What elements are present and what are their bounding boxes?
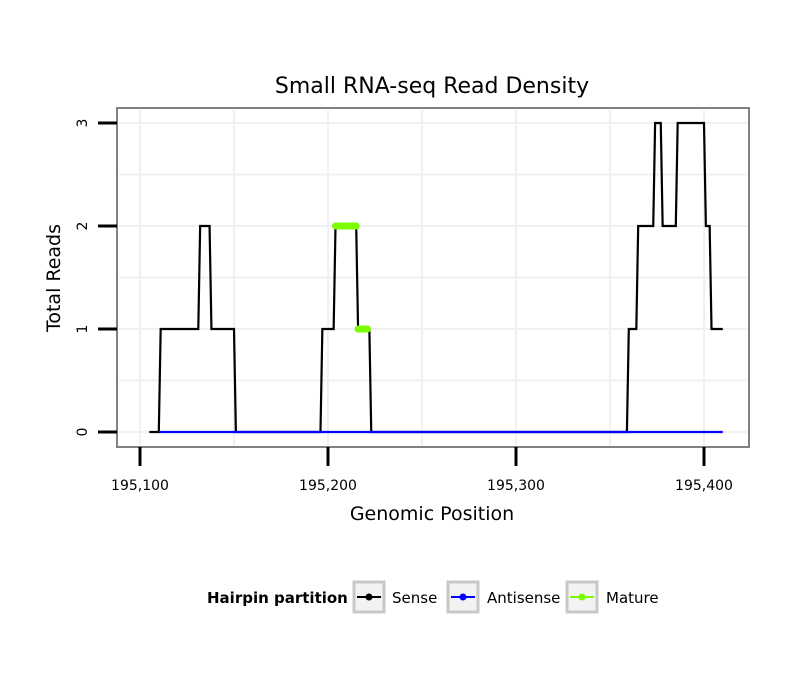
y-tick-label-1: 1 (75, 325, 91, 334)
legend-label-mature: Mature (606, 589, 659, 607)
y-tick-label-2: 2 (75, 222, 91, 231)
legend-item-antisense: Antisense (446, 580, 560, 614)
x-tick-label-195200: 195,200 (299, 478, 357, 494)
legend-point-sense (365, 593, 373, 601)
legend-point-mature (578, 593, 586, 601)
x-tick-label-195400: 195,400 (675, 478, 733, 494)
y-axis: 0 1 2 3 (75, 119, 117, 437)
legend: Hairpin partition Sense Antisense Mature (207, 580, 659, 614)
legend-item-mature: Mature (565, 580, 659, 614)
y-axis-label: Total Reads (43, 224, 65, 333)
x-tick-label-195100: 195,100 (111, 478, 169, 494)
legend-title: Hairpin partition (207, 589, 348, 607)
x-axis-label: Genomic Position (350, 503, 514, 525)
x-axis: 195,100 195,200 195,300 195,400 (111, 447, 733, 494)
x-tick-label-195300: 195,300 (487, 478, 545, 494)
legend-label-sense: Sense (392, 589, 437, 607)
legend-label-antisense: Antisense (487, 589, 560, 607)
y-tick-label-3: 3 (75, 119, 91, 128)
legend-item-sense: Sense (352, 580, 437, 614)
y-tick-label-0: 0 (75, 428, 91, 437)
series-sense-line (149, 121, 723, 434)
series-layer (149, 121, 723, 434)
chart-title: Small RNA-seq Read Density (275, 74, 589, 99)
legend-point-antisense (459, 593, 467, 601)
